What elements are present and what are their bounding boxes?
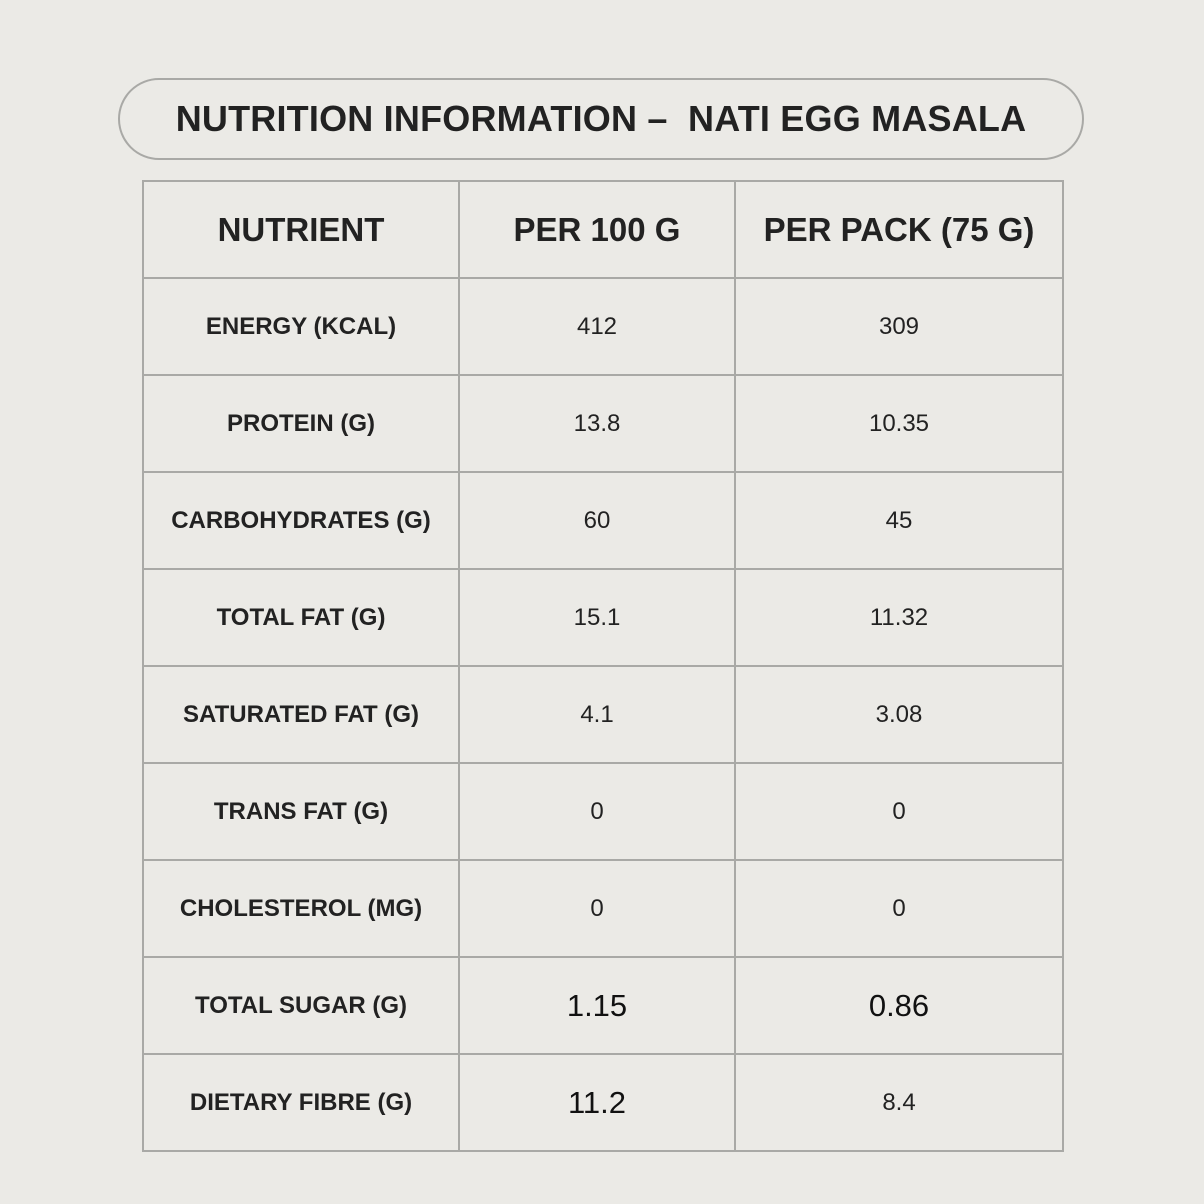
title-banner: NUTRITION INFORMATION – NATI EGG MASALA xyxy=(118,78,1084,160)
nutrient-name: TOTAL FAT (G) xyxy=(142,568,460,667)
nutrient-name: SATURATED FAT (G) xyxy=(142,665,460,764)
table-row: SATURATED FAT (G) 4.1 3.08 xyxy=(142,665,1064,764)
value-per-100g: 0 xyxy=(458,762,736,861)
nutrient-name: ENERGY (KCAL) xyxy=(142,277,460,376)
value-per-pack: 309 xyxy=(734,277,1064,376)
nutrient-name: TRANS FAT (G) xyxy=(142,762,460,861)
value-per-pack: 10.35 xyxy=(734,374,1064,473)
table-row: PROTEIN (G) 13.8 10.35 xyxy=(142,374,1064,473)
value-per-100g: 15.1 xyxy=(458,568,736,667)
value-per-pack: 8.4 xyxy=(734,1053,1064,1152)
value-per-pack: 3.08 xyxy=(734,665,1064,764)
value-per-pack: 45 xyxy=(734,471,1064,570)
table-row: DIETARY FIBRE (G) 11.2 8.4 xyxy=(142,1053,1064,1152)
column-header-nutrient: NUTRIENT xyxy=(142,180,460,279)
value-per-100g: 0 xyxy=(458,859,736,958)
value-per-pack: 0 xyxy=(734,859,1064,958)
nutrient-name: TOTAL SUGAR (G) xyxy=(142,956,460,1055)
table-header-row: NUTRIENT PER 100 G PER PACK (75 G) xyxy=(142,180,1064,279)
column-header-per-100g: PER 100 G xyxy=(458,180,736,279)
table-row: TOTAL SUGAR (G) 1.15 0.86 xyxy=(142,956,1064,1055)
value-per-pack: 0 xyxy=(734,762,1064,861)
nutrient-name: CARBOHYDRATES (G) xyxy=(142,471,460,570)
table-row: TRANS FAT (G) 0 0 xyxy=(142,762,1064,861)
nutrient-name: DIETARY FIBRE (G) xyxy=(142,1053,460,1152)
value-per-pack: 0.86 xyxy=(734,956,1064,1055)
nutrition-table: NUTRIENT PER 100 G PER PACK (75 G) ENERG… xyxy=(142,180,1064,1152)
value-per-pack: 11.32 xyxy=(734,568,1064,667)
page-title: NUTRITION INFORMATION – NATI EGG MASALA xyxy=(175,98,1027,139)
value-per-100g: 13.8 xyxy=(458,374,736,473)
value-per-100g: 412 xyxy=(458,277,736,376)
column-header-per-pack: PER PACK (75 G) xyxy=(734,180,1064,279)
value-per-100g: 60 xyxy=(458,471,736,570)
table-row: CARBOHYDRATES (G) 60 45 xyxy=(142,471,1064,570)
table-row: TOTAL FAT (G) 15.1 11.32 xyxy=(142,568,1064,667)
table-row: ENERGY (KCAL) 412 309 xyxy=(142,277,1064,376)
nutrient-name: CHOLESTEROL (MG) xyxy=(142,859,460,958)
table-row: CHOLESTEROL (MG) 0 0 xyxy=(142,859,1064,958)
nutrient-name: PROTEIN (G) xyxy=(142,374,460,473)
value-per-100g: 4.1 xyxy=(458,665,736,764)
value-per-100g: 11.2 xyxy=(458,1053,736,1152)
value-per-100g: 1.15 xyxy=(458,956,736,1055)
